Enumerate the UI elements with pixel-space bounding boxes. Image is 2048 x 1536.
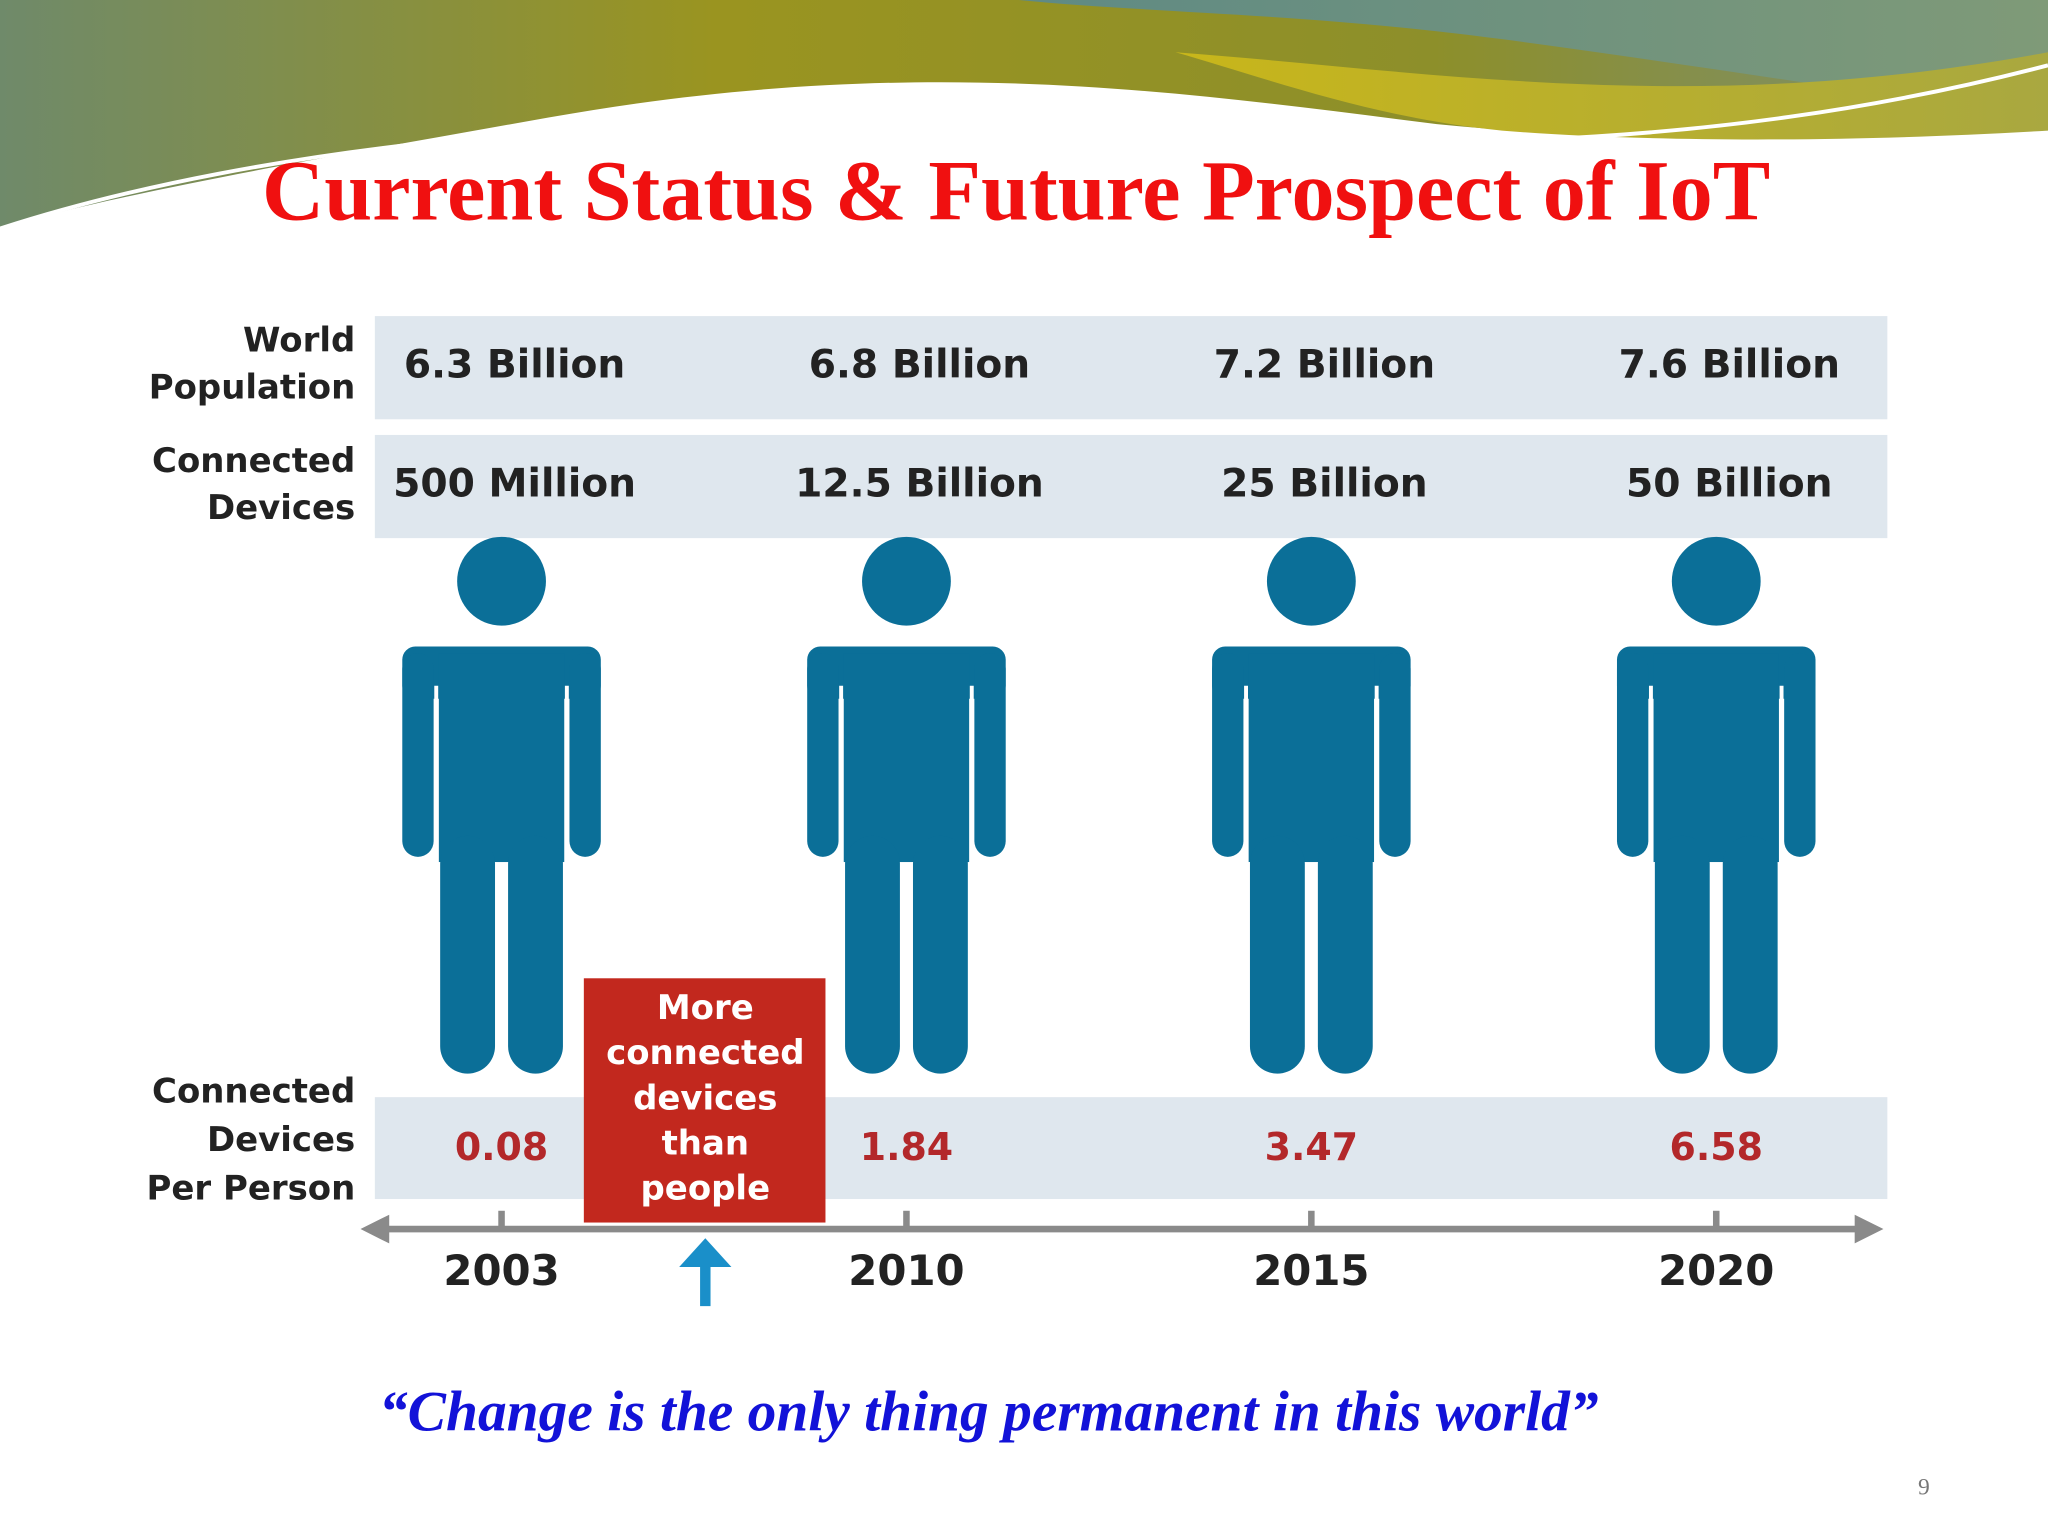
row-label: World	[243, 321, 355, 361]
row-label: Population	[149, 368, 356, 408]
year-label: 2015	[1253, 1246, 1369, 1295]
person-arm	[1212, 653, 1244, 857]
person-arm	[1379, 653, 1411, 857]
band	[374, 434, 1888, 539]
row-label: Devices	[207, 488, 355, 528]
year-label: 2003	[443, 1246, 559, 1295]
row-label: Devices	[207, 1120, 355, 1160]
person-head	[1266, 536, 1356, 626]
header-wave	[1175, 52, 2048, 140]
person-leg	[912, 835, 968, 1074]
person-head	[862, 536, 951, 626]
person-leg	[508, 835, 563, 1074]
person-leg	[1317, 835, 1373, 1074]
per-person-value: 6.58	[1670, 1125, 1763, 1169]
row-label: Per Person	[147, 1168, 356, 1208]
person-torso	[843, 653, 970, 863]
person-icon	[1616, 536, 1816, 1074]
callout-text: More connected devices than people	[606, 988, 804, 1208]
per-person-value: 3.47	[1265, 1125, 1358, 1169]
quote: “Change is the only thing permanent in t…	[379, 1380, 1599, 1443]
columns: 6.3 Billion 500 Million 0.08 2003 6.8 Billio…	[393, 343, 1840, 1295]
header-line	[0, 63, 2048, 231]
population-value: 7.2 Billion	[1214, 343, 1435, 388]
devices-value: 12.5 Billion	[795, 461, 1044, 506]
person-icon	[1212, 536, 1411, 1074]
header-wave	[1018, 0, 2048, 118]
timeline-arrow	[1854, 1214, 1884, 1244]
person-leg	[1654, 835, 1710, 1074]
population-value: 7.6 Billion	[1619, 343, 1840, 388]
row-label: Connected	[152, 1072, 355, 1112]
person-icon	[807, 536, 1006, 1074]
year-label: 2020	[1658, 1246, 1774, 1295]
person-arm	[974, 653, 1006, 857]
person-arm	[402, 653, 434, 857]
person-arm	[1616, 653, 1649, 857]
callout-line: people	[641, 1168, 771, 1208]
page-number: 9	[1918, 1474, 1930, 1500]
person-head	[457, 536, 546, 626]
callout-box	[583, 978, 826, 1223]
year-label: 2010	[848, 1246, 964, 1295]
per-person-value: 0.08	[455, 1125, 548, 1169]
person-torso	[1653, 653, 1779, 863]
population-value: 6.3 Billion	[404, 343, 625, 388]
timeline-arrow	[360, 1214, 390, 1244]
callout-line: devices	[633, 1078, 777, 1118]
band	[374, 316, 1888, 420]
person-torso	[1248, 653, 1375, 863]
person-arm	[1784, 653, 1816, 857]
devices-value: 500 Million	[393, 461, 636, 506]
person-leg	[845, 835, 900, 1074]
person-torso	[438, 653, 565, 863]
devices-value: 50 Billion	[1626, 461, 1833, 506]
row-label: Connected	[152, 441, 355, 481]
callout-line: More	[657, 988, 754, 1028]
person-leg	[1249, 835, 1305, 1074]
population-value: 6.8 Billion	[809, 343, 1030, 388]
devices-value: 25 Billion	[1221, 461, 1428, 506]
slide-title: Current Status & Future Prospect of IoT	[262, 143, 1770, 239]
callout-arrow	[679, 1238, 732, 1267]
per-person-value: 1.84	[860, 1125, 953, 1169]
person-leg	[440, 835, 496, 1074]
person-icon	[402, 536, 601, 1074]
person-arm	[807, 653, 839, 857]
callout-line: than	[662, 1123, 749, 1163]
person-arm	[569, 653, 601, 857]
person-head	[1671, 536, 1761, 626]
header-wave	[0, 0, 2048, 229]
person-leg	[1722, 835, 1778, 1074]
callout-line: connected	[606, 1033, 804, 1073]
